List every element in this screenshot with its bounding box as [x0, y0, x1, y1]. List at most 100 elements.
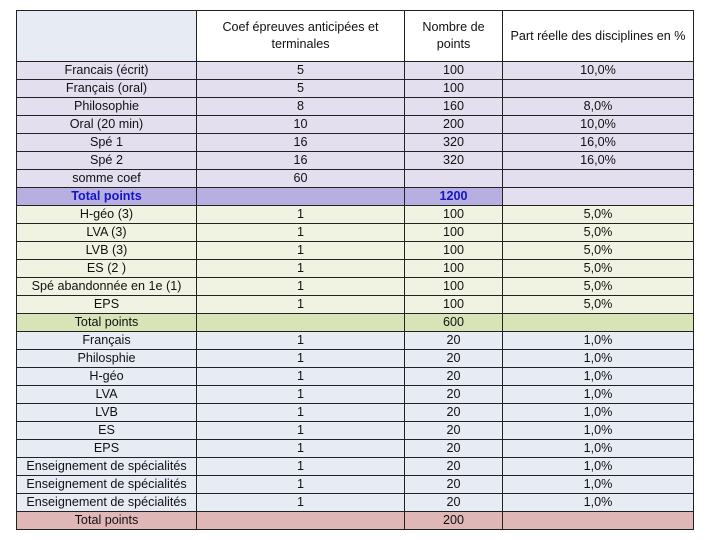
cell-label: Philosphie — [16, 349, 197, 368]
cell-part: 1,0% — [502, 367, 694, 386]
cell-coef: 1 — [196, 457, 405, 476]
cell-coef: 1 — [196, 493, 405, 512]
cell-points: 100 — [404, 61, 503, 80]
header-label — [16, 10, 197, 62]
cell-coef: 60 — [196, 169, 405, 188]
cell-points: 320 — [404, 151, 503, 170]
cell-part — [502, 79, 694, 98]
cell-coef: 5 — [196, 79, 405, 98]
cell-label: Oral (20 min) — [16, 115, 197, 134]
cell-points: 100 — [404, 241, 503, 260]
cell-coef: 1 — [196, 331, 405, 350]
cell-label: Français — [16, 331, 197, 350]
total-coef — [196, 511, 405, 530]
table-row: Enseignement de spécialités 1 20 1,0% — [16, 475, 694, 494]
coefficient-table: Coef épreuves anticipées et terminales N… — [16, 10, 694, 530]
cell-label: Francais (écrit) — [16, 61, 197, 80]
header-coef: Coef épreuves anticipées et terminales — [196, 10, 405, 62]
cell-part: 1,0% — [502, 349, 694, 368]
cell-coef: 16 — [196, 151, 405, 170]
cell-points: 100 — [404, 295, 503, 314]
table-row: Français (oral) 5 100 — [16, 79, 694, 98]
cell-part: 1,0% — [502, 403, 694, 422]
cell-points: 100 — [404, 277, 503, 296]
total-points: 1200 — [404, 187, 503, 206]
cell-part: 8,0% — [502, 97, 694, 116]
cell-points: 100 — [404, 259, 503, 278]
cell-coef: 1 — [196, 205, 405, 224]
total-coef — [196, 313, 405, 332]
cell-points: 20 — [404, 331, 503, 350]
cell-part: 10,0% — [502, 61, 694, 80]
total-part — [502, 313, 694, 332]
cell-part: 5,0% — [502, 223, 694, 242]
cell-coef: 1 — [196, 385, 405, 404]
table-row: EPS 1 20 1,0% — [16, 439, 694, 458]
table-row: H-géo 1 20 1,0% — [16, 367, 694, 386]
cell-points — [404, 169, 503, 188]
table-row: EPS 1 100 5,0% — [16, 295, 694, 314]
cell-label: Enseignement de spécialités — [16, 493, 197, 512]
table-row: somme coef 60 — [16, 169, 694, 188]
cell-coef: 8 — [196, 97, 405, 116]
cell-part: 1,0% — [502, 331, 694, 350]
cell-points: 160 — [404, 97, 503, 116]
cell-label: H-géo (3) — [16, 205, 197, 224]
cell-coef: 1 — [196, 475, 405, 494]
cell-part: 1,0% — [502, 421, 694, 440]
cell-coef: 1 — [196, 421, 405, 440]
cell-part — [502, 169, 694, 188]
cell-coef: 5 — [196, 61, 405, 80]
total-part — [502, 511, 694, 530]
cell-label: Spé 2 — [16, 151, 197, 170]
cell-label: Spé abandonnée en 1e (1) — [16, 277, 197, 296]
cell-coef: 1 — [196, 223, 405, 242]
table-row: Enseignement de spécialités 1 20 1,0% — [16, 457, 694, 476]
table-row: ES (2 ) 1 100 5,0% — [16, 259, 694, 278]
cell-label: Philosophie — [16, 97, 197, 116]
cell-part: 1,0% — [502, 475, 694, 494]
cell-part: 1,0% — [502, 457, 694, 476]
cell-points: 20 — [404, 367, 503, 386]
table-row: LVB 1 20 1,0% — [16, 403, 694, 422]
total-row: Total points 600 — [16, 313, 694, 332]
cell-part: 5,0% — [502, 295, 694, 314]
cell-label: EPS — [16, 439, 197, 458]
cell-label: ES — [16, 421, 197, 440]
cell-label: H-géo — [16, 367, 197, 386]
cell-coef: 16 — [196, 133, 405, 152]
table-row: Philosphie 1 20 1,0% — [16, 349, 694, 368]
cell-label: Spé 1 — [16, 133, 197, 152]
cell-coef: 1 — [196, 367, 405, 386]
cell-label: LVB (3) — [16, 241, 197, 260]
table-row: LVB (3) 1 100 5,0% — [16, 241, 694, 260]
cell-points: 100 — [404, 223, 503, 242]
cell-points: 200 — [404, 115, 503, 134]
cell-label: ES (2 ) — [16, 259, 197, 278]
cell-points: 20 — [404, 385, 503, 404]
total-row: Total points 200 — [16, 511, 694, 530]
cell-label: Français (oral) — [16, 79, 197, 98]
table-row: Français 1 20 1,0% — [16, 331, 694, 350]
cell-part: 1,0% — [502, 385, 694, 404]
cell-label: LVA — [16, 385, 197, 404]
table-row: Spé abandonnée en 1e (1) 1 100 5,0% — [16, 277, 694, 296]
header-row: Coef épreuves anticipées et terminales N… — [16, 10, 694, 62]
table-row: Spé 1 16 320 16,0% — [16, 133, 694, 152]
cell-points: 20 — [404, 439, 503, 458]
cell-label: LVA (3) — [16, 223, 197, 242]
cell-points: 100 — [404, 79, 503, 98]
header-points: Nombre de points — [404, 10, 503, 62]
cell-label: Enseignement de spécialités — [16, 457, 197, 476]
cell-coef: 1 — [196, 349, 405, 368]
cell-coef: 1 — [196, 277, 405, 296]
cell-part: 1,0% — [502, 493, 694, 512]
cell-part: 10,0% — [502, 115, 694, 134]
cell-coef: 1 — [196, 439, 405, 458]
cell-coef: 10 — [196, 115, 405, 134]
total-label: Total points — [16, 187, 197, 206]
cell-points: 20 — [404, 421, 503, 440]
cell-coef: 1 — [196, 295, 405, 314]
cell-label: somme coef — [16, 169, 197, 188]
total-label: Total points — [16, 313, 197, 332]
